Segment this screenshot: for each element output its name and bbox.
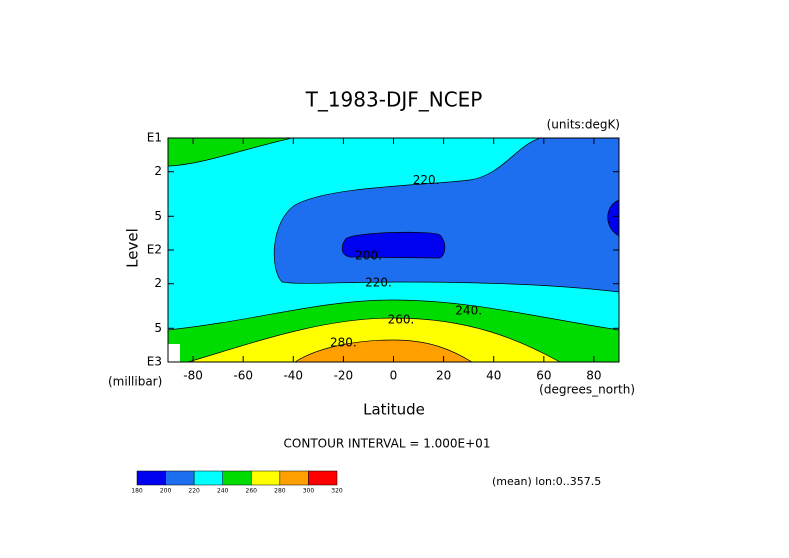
- note: (mean) lon:0..357.5: [492, 475, 601, 488]
- y-axis-title: Level: [124, 228, 142, 268]
- x-tick-label: 20: [436, 369, 451, 383]
- colorbar-swatch: [308, 470, 338, 486]
- colorbar-swatch: [136, 470, 166, 486]
- contour-label: 220.: [365, 275, 392, 289]
- y-tick-label: 5: [154, 321, 162, 335]
- contour-fill: [341, 231, 446, 259]
- footer: CONTOUR INTERVAL = 1.000E+01: [284, 437, 491, 451]
- colorbar-label: 280: [274, 488, 286, 495]
- contour-label: 240.: [455, 304, 482, 318]
- contour-fill: [187, 317, 561, 362]
- x-tick-label: 0: [390, 369, 398, 383]
- x-axis-title: Latitude: [363, 401, 425, 419]
- contour-label: 280.: [330, 335, 357, 349]
- contour-fill: [168, 138, 293, 167]
- y-units: (millibar): [108, 375, 162, 389]
- colorbar-swatch: [222, 470, 252, 486]
- x-tick-label: 60: [536, 369, 551, 383]
- contour-label: 220.: [413, 173, 440, 187]
- no-data: [168, 344, 180, 362]
- colorbar-label: 320: [331, 488, 343, 495]
- colorbar-swatch: [279, 470, 309, 486]
- x-tick-label: 80: [586, 369, 601, 383]
- y-tick-label: E2: [147, 243, 162, 257]
- x-units: (degrees_north): [539, 383, 635, 397]
- units-label: (units:degK): [547, 118, 620, 132]
- x-tick-label: 40: [486, 369, 501, 383]
- colorbar-label: 200: [160, 488, 172, 495]
- contour-label: 260.: [388, 313, 415, 327]
- colorbar-swatch: [165, 470, 195, 486]
- x-tick-label: -80: [183, 369, 203, 383]
- y-tick-label: 2: [154, 276, 162, 290]
- colorbar-label: 240: [217, 488, 229, 495]
- colorbar-swatch: [193, 470, 223, 486]
- contour-label: 200.: [355, 248, 382, 262]
- colorbar-label: 300: [303, 488, 315, 495]
- colorbar-label: 220: [188, 488, 200, 495]
- y-tick-label: 2: [154, 164, 162, 178]
- contour-fill: [294, 339, 473, 362]
- y-tick-label: 5: [154, 209, 162, 223]
- colorbar-swatch: [251, 470, 281, 486]
- y-tick-label: E1: [147, 131, 162, 145]
- chart-title: T_1983-DJF_NCEP: [305, 88, 483, 112]
- x-tick-label: -60: [233, 369, 253, 383]
- x-tick-label: -20: [334, 369, 354, 383]
- contour-fills: [168, 138, 619, 362]
- x-tick-label: -40: [283, 369, 303, 383]
- colorbar-label: 260: [246, 488, 258, 495]
- y-tick-label: E3: [147, 355, 162, 369]
- colorbar-label: 180: [131, 488, 143, 495]
